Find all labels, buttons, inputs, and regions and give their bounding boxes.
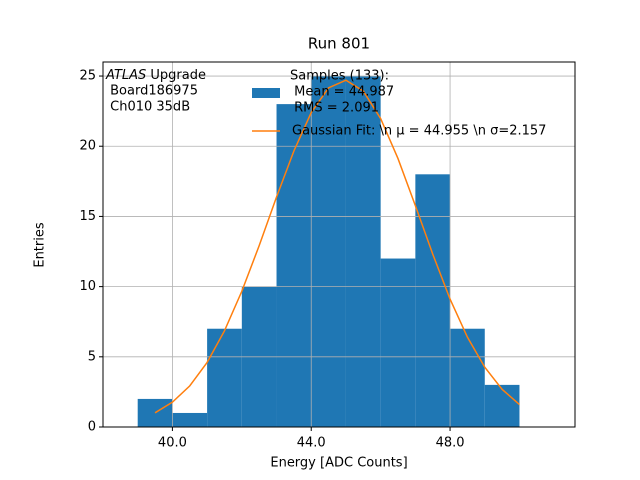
bar — [484, 384, 520, 427]
legend-label: Mean = 44.987 — [290, 85, 394, 100]
y-tick-label: 20 — [79, 139, 96, 154]
y-tick-label: 5 — [88, 349, 96, 364]
bar — [172, 412, 208, 427]
chart-title: Run 801 — [308, 35, 370, 53]
annotation: Board186975 — [106, 84, 198, 99]
y-tick-label: 25 — [79, 69, 96, 84]
bar — [311, 76, 346, 428]
annotation: Ch010 35dB — [106, 100, 190, 115]
axes-frame — [102, 61, 576, 428]
x-tick-label: 40.0 — [158, 436, 187, 451]
annotation-italic: ATLAS — [105, 68, 146, 83]
legend-label: Samples (133): — [290, 69, 389, 84]
bar — [380, 258, 416, 427]
bar — [450, 328, 485, 427]
y-tick-label: 10 — [79, 279, 96, 294]
bar — [276, 104, 312, 427]
legend-label: Gaussian Fit: \n μ = 44.955 \n σ=2.157 — [292, 124, 546, 139]
fit-line — [154, 79, 520, 414]
bar — [137, 398, 173, 427]
x-tick-label: 44.0 — [297, 436, 326, 451]
y-tick-label: 0 — [88, 420, 96, 435]
bar — [207, 328, 242, 427]
y-tick-label: 15 — [79, 209, 96, 224]
x-axis-label: Energy [ADC Counts] — [270, 456, 407, 471]
y-axis-label: Entries — [33, 222, 48, 268]
annotation-rest: Upgrade — [146, 68, 206, 83]
x-tick-label: 48.0 — [436, 436, 465, 451]
legend-patch — [252, 88, 280, 98]
bar — [345, 76, 381, 428]
legend-label: RMS = 2.091 — [290, 101, 379, 116]
annotation: ATLAS Upgrade — [105, 68, 206, 83]
bar — [415, 174, 451, 427]
